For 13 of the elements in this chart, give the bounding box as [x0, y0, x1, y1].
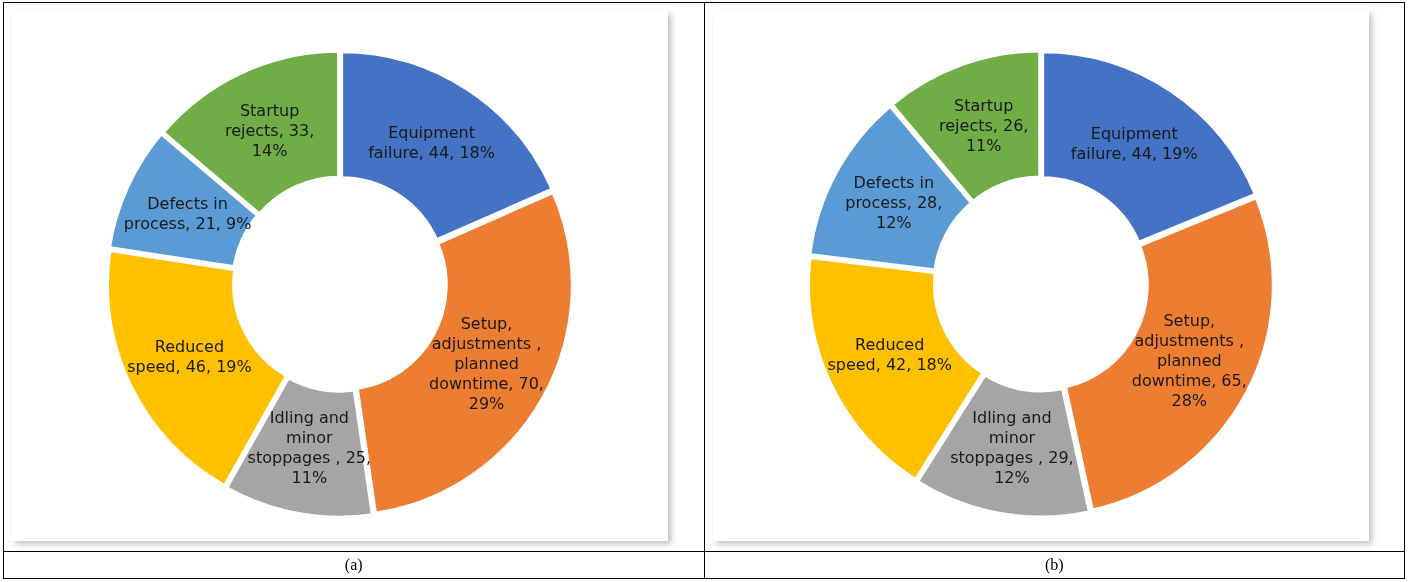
slice-label: Defects in process, 28, 12%: [844, 173, 942, 233]
slice-label: Startup rejects, 26, 11%: [938, 95, 1028, 155]
slice-label: Setup, adjustments , planned downtime, 65, 28%: [1131, 310, 1247, 410]
slice-label: Reduced speed, 46, 19%: [127, 336, 252, 376]
slice-label: Defects in process, 21, 9%: [123, 193, 252, 233]
slice-label: Equipment failure, 44, 19%: [1070, 124, 1198, 164]
slice-label: Reduced speed, 42, 18%: [826, 334, 952, 374]
slice-label: Startup rejects, 33, 14%: [224, 101, 315, 161]
slice-label: Idling and minor stoppages , 29, 12%: [949, 408, 1074, 488]
text: (a): [344, 556, 363, 573]
slice-label: Setup, adjustments , planned downtime, 70, 29%: [429, 314, 544, 414]
slice-label: Equipment failure, 44, 18%: [368, 122, 495, 162]
text: (b): [1044, 556, 1064, 573]
